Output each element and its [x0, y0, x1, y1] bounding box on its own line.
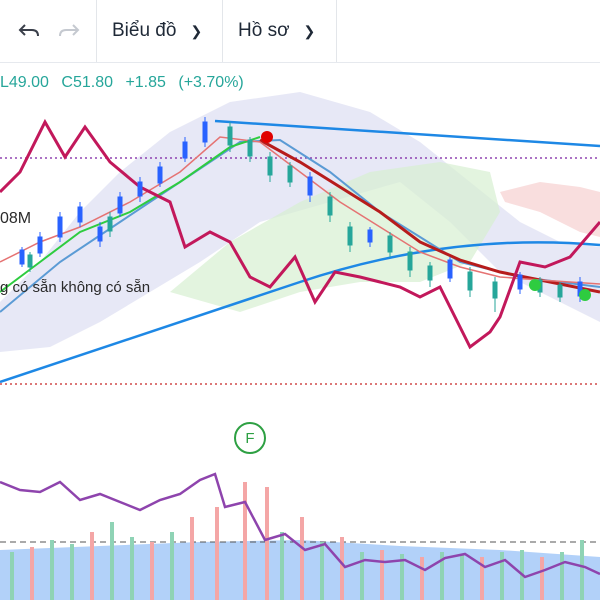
trend-line: [214, 119, 600, 148]
event-marker[interactable]: F: [234, 422, 266, 454]
volume-indicator-label: 08M: [0, 210, 32, 227]
trend-curve: [0, 241, 600, 384]
close-value: C51.80: [61, 74, 113, 91]
signal-dot-green: [529, 279, 541, 291]
profile-menu-button[interactable]: Hồ sơ ❯: [238, 14, 315, 48]
chart-toolbar: Biểu đồ ❯ Hồ sơ ❯: [0, 0, 600, 63]
profile-menu-label: Hồ sơ: [238, 20, 290, 41]
chart-menu-button[interactable]: Biểu đồ ❯: [112, 14, 202, 48]
ma-fast-line: [0, 136, 600, 285]
low-value: L49.00: [0, 74, 49, 91]
rsi-line: [0, 472, 600, 579]
toolbar-divider: [222, 0, 223, 62]
chevron-down-icon: ❯: [190, 22, 203, 39]
ichimoku-cloud: [0, 92, 600, 352]
event-marker-label: F: [245, 429, 255, 447]
ichimoku-cloud-red: [500, 182, 600, 237]
redo-button[interactable]: [58, 14, 80, 48]
signal-dot-green: [579, 289, 591, 301]
toolbar-divider: [96, 0, 97, 62]
signal-dot-red: [261, 131, 273, 143]
chevron-down-icon: ❯: [303, 22, 316, 39]
ma-red-line: [259, 138, 600, 294]
price-chart[interactable]: [0, 62, 600, 600]
indicator-unavailable-label: g có sẵn không có sẵn: [0, 279, 151, 296]
chart-menu-label: Biểu đồ: [112, 20, 177, 41]
undo-button[interactable]: [18, 14, 40, 48]
undo-icon: [18, 24, 39, 37]
toolbar-divider: [336, 0, 337, 62]
change-value: +1.85: [125, 74, 166, 91]
ichimoku-cloud-green: [170, 162, 500, 312]
ohlc-legend: L49.00 C51.80 +1.85 (+3.70%): [0, 74, 252, 92]
change-percent: (+3.70%): [178, 74, 244, 91]
redo-icon: [59, 24, 80, 37]
volume-bars: [10, 482, 584, 600]
oscillator-line: [0, 118, 600, 350]
candle-series: [19, 117, 583, 312]
